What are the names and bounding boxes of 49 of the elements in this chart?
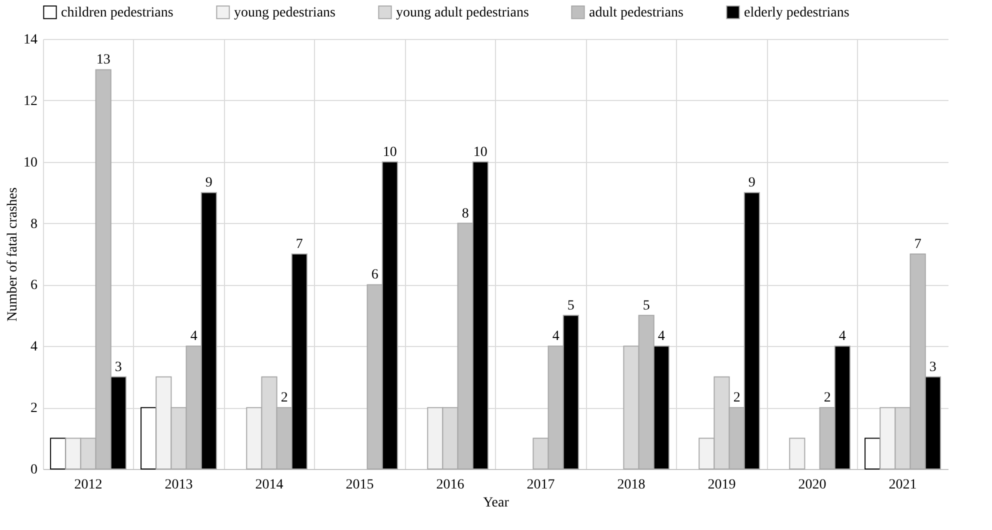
x-tick-label: 2012 <box>74 478 102 492</box>
data-label: 9 <box>205 176 212 191</box>
y-tick-label: 2 <box>30 401 38 416</box>
data-label: 9 <box>748 176 756 191</box>
data-label: 10 <box>382 144 397 160</box>
y-tick-label: 0 <box>30 462 38 478</box>
y-axis-title: Number of fatal crashes <box>6 187 20 322</box>
y-tick-label: 12 <box>24 94 38 109</box>
data-label: 6 <box>371 268 378 283</box>
bar <box>864 438 881 470</box>
data-label: 4 <box>190 329 198 344</box>
bar <box>140 407 157 470</box>
data-label: 4 <box>838 329 846 344</box>
legend-label: young pedestrians <box>234 5 336 20</box>
y-tick-label: 6 <box>30 278 38 294</box>
x-tick-label: 2019 <box>708 478 736 492</box>
data-label: 2 <box>733 390 740 406</box>
y-tick-label: 14 <box>24 32 38 48</box>
data-label: 3 <box>114 360 122 375</box>
data-label: 7 <box>914 237 922 252</box>
bar <box>789 438 806 470</box>
data-label: 2 <box>280 390 288 406</box>
x-tick-label: 2020 <box>798 478 826 492</box>
x-tick-label: 2018 <box>617 478 646 492</box>
y-tick-label: 10 <box>24 155 38 170</box>
x-axis-title: Year <box>483 496 510 510</box>
legend-label: young adult pedestrians <box>396 5 529 20</box>
data-label: 5 <box>642 298 650 314</box>
data-label: 13 <box>96 52 110 68</box>
x-tick-label: 2021 <box>888 478 917 492</box>
data-label: 7 <box>296 237 303 252</box>
x-tick-label: 2015 <box>346 478 374 492</box>
data-label: 5 <box>567 298 574 314</box>
legend-label: adult pedestrians <box>589 5 684 20</box>
data-label: 10 <box>473 144 488 160</box>
x-tick-label: 2017 <box>526 478 555 492</box>
data-label: 3 <box>929 360 936 375</box>
y-tick-label: 4 <box>30 340 38 355</box>
y-tick-label: 8 <box>30 216 38 232</box>
legend-label: elderly pedestrians <box>744 5 850 20</box>
data-label: 8 <box>462 206 469 222</box>
data-label: 4 <box>658 329 665 344</box>
x-tick-label: 2016 <box>436 478 464 492</box>
data-label: 4 <box>552 329 560 344</box>
legend-label: children pedestrians <box>61 5 174 20</box>
data-label: 2 <box>824 390 831 406</box>
x-tick-label: 2014 <box>255 478 284 492</box>
bar <box>50 438 66 470</box>
x-tick-label: 2013 <box>164 478 193 492</box>
